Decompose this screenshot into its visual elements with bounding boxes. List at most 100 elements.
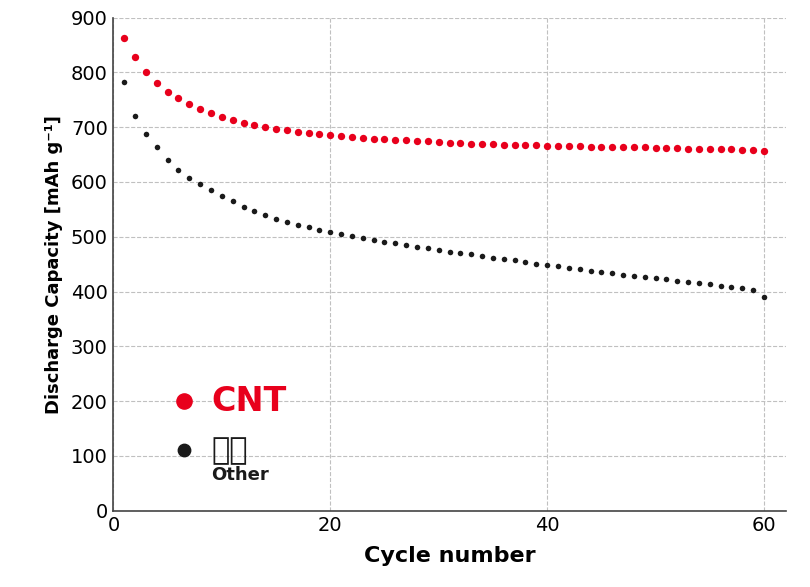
Point [204, 109, 217, 118]
Point [552, 262, 565, 271]
Point [139, 68, 152, 77]
Point [292, 220, 305, 230]
Point [595, 142, 608, 151]
Point [487, 253, 500, 262]
Point [660, 275, 673, 284]
Point [421, 244, 434, 253]
Point [411, 136, 424, 146]
Point [389, 135, 402, 144]
Point [530, 140, 543, 150]
Point [508, 140, 521, 150]
Point [573, 264, 586, 274]
Point [616, 270, 629, 279]
Point [595, 267, 608, 276]
Point [172, 93, 185, 103]
Point [399, 136, 412, 145]
Point [540, 141, 553, 150]
Point [161, 156, 174, 165]
Point [183, 173, 196, 183]
Point [215, 113, 228, 122]
Point [552, 141, 565, 150]
Point [714, 144, 727, 154]
Y-axis label: Discharge Capacity [mAh g⁻¹]: Discharge Capacity [mAh g⁻¹] [45, 114, 62, 414]
Point [226, 197, 239, 206]
Point [280, 217, 293, 227]
Point [204, 185, 217, 195]
Point [292, 127, 305, 136]
Point [433, 137, 446, 147]
Point [356, 133, 369, 142]
Point [682, 277, 695, 286]
Point [649, 143, 662, 153]
Point [725, 144, 738, 154]
Point [302, 128, 315, 137]
Point [628, 143, 641, 152]
Point [616, 143, 629, 152]
Point [177, 446, 190, 455]
Point [519, 140, 532, 150]
Point [682, 144, 695, 153]
Point [270, 124, 283, 133]
Point [367, 134, 380, 143]
Point [519, 257, 532, 266]
Point [497, 255, 510, 264]
Point [258, 123, 271, 132]
Point [606, 268, 619, 278]
Point [280, 126, 293, 135]
Point [465, 139, 478, 149]
Point [172, 165, 185, 174]
Point [258, 210, 271, 220]
Point [129, 52, 142, 62]
Point [584, 266, 597, 275]
Point [465, 249, 478, 259]
Point [735, 145, 748, 154]
Point [454, 248, 467, 257]
Point [237, 202, 250, 211]
Point [660, 143, 673, 153]
Point [487, 140, 500, 149]
Point [606, 142, 619, 151]
Point [335, 131, 347, 141]
Point [194, 104, 207, 114]
Point [671, 276, 684, 285]
Point [649, 274, 662, 283]
Point [378, 134, 391, 144]
Point [508, 255, 521, 265]
Point [378, 237, 391, 247]
Point [313, 129, 326, 139]
Point [562, 264, 575, 273]
Point [302, 222, 315, 232]
Point [313, 225, 326, 234]
Point [747, 285, 760, 295]
Point [573, 141, 586, 151]
Point [475, 251, 488, 261]
Point [693, 279, 706, 288]
Point [725, 282, 738, 291]
Point [215, 191, 228, 200]
Point [703, 144, 716, 153]
Point [540, 261, 553, 270]
Point [735, 284, 748, 293]
Point [628, 271, 641, 281]
Point [421, 137, 434, 146]
Point [638, 272, 651, 281]
Point [129, 112, 142, 121]
Text: 他材: 他材 [211, 436, 248, 465]
Point [356, 233, 369, 242]
Point [248, 206, 261, 215]
Point [497, 140, 510, 150]
Point [177, 396, 190, 406]
Point [584, 142, 597, 151]
Point [757, 292, 770, 302]
Point [671, 143, 684, 153]
Point [399, 240, 412, 249]
Point [324, 227, 337, 237]
Point [443, 247, 456, 257]
Point [703, 280, 716, 289]
Text: CNT: CNT [211, 384, 286, 417]
Point [367, 235, 380, 245]
Point [454, 139, 467, 148]
Point [194, 179, 207, 188]
Point [475, 139, 488, 149]
Point [335, 230, 347, 239]
